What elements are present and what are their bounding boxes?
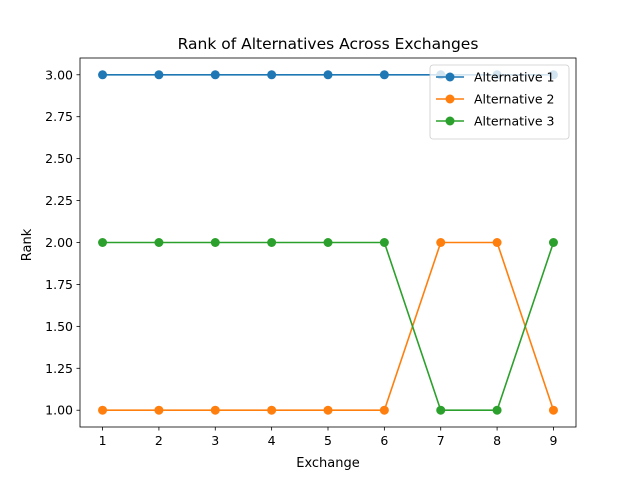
data-point [210,405,220,415]
data-point [210,238,220,247]
legend-item: Alternative 1 [436,70,555,85]
data-point [492,238,502,247]
data-point [548,405,558,415]
series-alternative-2 [98,238,558,415]
y-axis-label: Rank [20,228,35,261]
data-point [98,70,108,80]
x-tick-label: 7 [437,433,445,448]
data-point [267,238,277,247]
data-point [154,405,164,415]
legend-label: Alternative 2 [474,92,555,107]
x-tick-label: 9 [549,433,557,448]
data-point [323,238,333,247]
legend-marker [445,116,455,126]
y-tick-label: 2.75 [45,109,73,124]
data-point [548,238,558,247]
legend-item: Alternative 2 [436,92,555,107]
legend-marker [445,72,455,82]
data-point [154,70,164,80]
legend-label: Alternative 3 [474,114,555,129]
legend-marker [445,94,455,104]
y-tick-label: 1.00 [45,403,73,418]
data-point [379,405,389,415]
data-point [323,70,333,80]
legend-label: Alternative 1 [474,70,555,85]
data-point [323,405,333,415]
data-point [210,70,220,80]
data-point [436,238,446,247]
data-point [379,70,389,80]
y-tick-label: 2.00 [45,235,73,250]
data-point [267,70,277,80]
legend: Alternative 1 Alternative 2 Alternative 3 [429,64,570,140]
x-axis-label: Exchange [296,456,360,471]
y-tick-label: 2.50 [45,151,73,166]
legend-box [429,64,570,140]
y-tick-label: 1.50 [45,319,73,334]
chart-title: Rank of Alternatives Across Exchanges [178,35,479,53]
x-tick-label: 4 [268,433,276,448]
x-tick-label: 6 [380,433,388,448]
x-tick-label: 2 [155,433,163,448]
data-point [154,238,164,247]
data-point [379,238,389,247]
y-tick-label: 1.75 [45,277,73,292]
data-point [492,405,502,415]
x-tick-label: 1 [99,433,107,448]
y-tick-label: 3.00 [45,67,73,82]
x-tick-label: 8 [493,433,501,448]
data-point [436,405,446,415]
x-axis-ticks: 1 2 3 4 5 6 7 8 9 [99,427,557,448]
series-alternative-3 [98,238,558,415]
y-tick-label: 2.25 [45,193,73,208]
legend-item: Alternative 3 [436,114,555,129]
y-axis-ticks: 1.00 1.25 1.50 1.75 2.00 2.25 2.50 2.75 3.00 [45,67,80,418]
x-tick-label: 5 [324,433,332,448]
data-point [98,238,108,247]
data-point [98,405,108,415]
data-point [267,405,277,415]
x-tick-label: 3 [211,433,219,448]
y-tick-label: 1.25 [45,361,73,376]
